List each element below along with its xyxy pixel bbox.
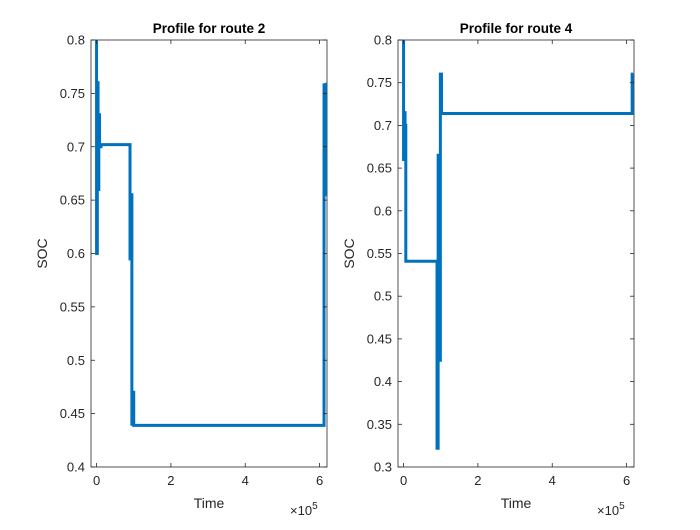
y-tick-label: 0.6 <box>67 246 85 261</box>
x-exponent-base: ×10 <box>290 503 312 518</box>
x-tick-label: 2 <box>474 473 481 488</box>
y-tick-label: 0.8 <box>374 33 392 48</box>
series-line-1 <box>402 40 634 450</box>
y-tick-label: 0.4 <box>67 460 85 475</box>
y-tick-label: 0.5 <box>374 289 392 304</box>
plot-area <box>397 39 635 468</box>
chart-title: Profile for route 2 <box>153 21 266 36</box>
y-tick-label: 0.4 <box>374 374 392 389</box>
y-tick-label: 0.5 <box>67 353 85 368</box>
x-tick-label: 6 <box>316 473 323 488</box>
chart-panel-2: 0 2 4 6 0.3 0.35 0.4 0.45 0.5 0.55 0.6 0.65 0.7 0.75 0… <box>341 21 635 518</box>
x-axis-label: Time <box>194 495 225 511</box>
x-axis-label: Time <box>501 495 532 511</box>
y-tick-label: 0.3 <box>374 460 392 475</box>
y-tick-label: 0.7 <box>374 118 392 133</box>
y-tick-label: 0.7 <box>67 139 85 154</box>
y-tick-label: 0.45 <box>367 331 392 346</box>
x-tick-label: 0 <box>400 473 407 488</box>
x-exponent-power: 5 <box>312 501 318 512</box>
x-tick-label: 2 <box>167 473 174 488</box>
y-tick-label: 0.75 <box>60 86 85 101</box>
y-tick-label: 0.45 <box>60 406 85 421</box>
x-exponent-label: ×105 <box>290 501 318 518</box>
y-tick-label: 0.55 <box>367 246 392 261</box>
y-axis-label: SOC <box>341 238 357 268</box>
y-tick-label: 0.55 <box>60 299 85 314</box>
y-tick-label: 0.65 <box>60 193 85 208</box>
x-exponent-power: 5 <box>619 501 625 512</box>
y-tick-label: 0.6 <box>374 203 392 218</box>
plot-area <box>90 39 328 468</box>
x-exponent-label: ×105 <box>597 501 625 518</box>
y-tick-label: 0.8 <box>67 33 85 48</box>
x-tick-label: 4 <box>242 473 249 488</box>
chart-panel-1: 0 2 4 6 0.4 0.45 0.5 0.55 0.6 0.65 0.7 0.75 0.8 Profi… <box>34 21 328 518</box>
y-tick-label: 0.75 <box>367 75 392 90</box>
y-axis-label: SOC <box>34 238 50 268</box>
x-tick-label: 4 <box>549 473 556 488</box>
x-tick-label: 0 <box>93 473 100 488</box>
chart-title: Profile for route 4 <box>460 21 573 36</box>
x-exponent-base: ×10 <box>597 503 619 518</box>
y-tick-label: 0.65 <box>367 161 392 176</box>
series-line-1 <box>95 40 327 427</box>
x-tick-label: 6 <box>623 473 630 488</box>
y-tick-label: 0.35 <box>367 417 392 432</box>
